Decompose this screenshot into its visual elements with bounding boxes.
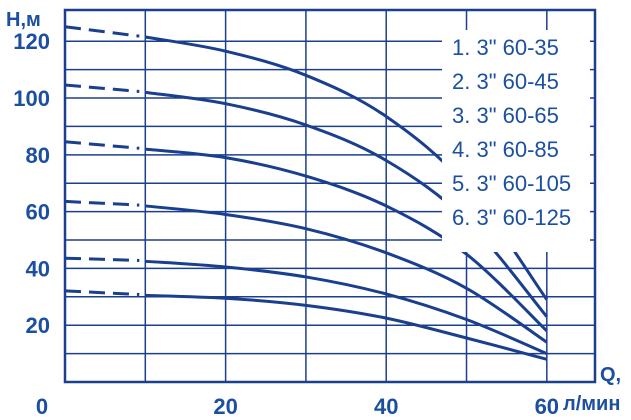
series-6-shutoff-dash [64, 25, 140, 38]
series-3-curve [145, 204, 548, 344]
series-4-shutoff-dash [64, 140, 140, 150]
series-lines [64, 25, 549, 361]
plot-axes [63, 8, 597, 384]
series-1-curve [145, 293, 548, 361]
series-4-curve [145, 147, 548, 332]
x-tick-label: 40 [374, 394, 398, 419]
legend-entry-5: 5. 3" 60-105 [452, 171, 571, 196]
series-2-shutoff-dash [64, 256, 140, 262]
y-tick-label: 80 [26, 143, 50, 168]
x-tick-label: 0 [36, 394, 48, 419]
legend-entry-6: 6. 3" 60-125 [452, 205, 571, 230]
legend: 1. 3" 60-35 2. 3" 60-45 3. 3" 60-65 4. 3" 6… [452, 35, 571, 230]
series-2-curve [145, 259, 548, 355]
legend-entry-2: 2. 3" 60-45 [452, 69, 559, 94]
y-tick-label: 60 [26, 200, 50, 225]
legend-background [442, 30, 590, 252]
x-axis-label-top: Q, [600, 364, 621, 386]
x-tick-label: 60 [535, 394, 559, 419]
series-3-shutoff-dash [64, 199, 140, 207]
tick-labels: 0 20 40 60 20 40 60 80 100 120 [13, 29, 559, 419]
series-1-shutoff-dash [64, 289, 140, 297]
plot-border [63, 8, 597, 384]
y-axis-label: H,м [6, 9, 41, 31]
y-tick-label: 40 [26, 256, 50, 281]
series-5-shutoff-dash [64, 83, 140, 93]
y-tick-label: 120 [13, 29, 50, 54]
x-tick-label: 20 [213, 394, 237, 419]
legend-entry-3: 3. 3" 60-65 [452, 103, 559, 128]
y-tick-label: 20 [26, 313, 50, 338]
legend-entry-1: 1. 3" 60-35 [452, 35, 559, 60]
legend-entry-4: 4. 3" 60-85 [452, 137, 559, 162]
y-tick-label: 100 [13, 86, 50, 111]
x-axis-label-bottom: л/мин [563, 393, 620, 415]
